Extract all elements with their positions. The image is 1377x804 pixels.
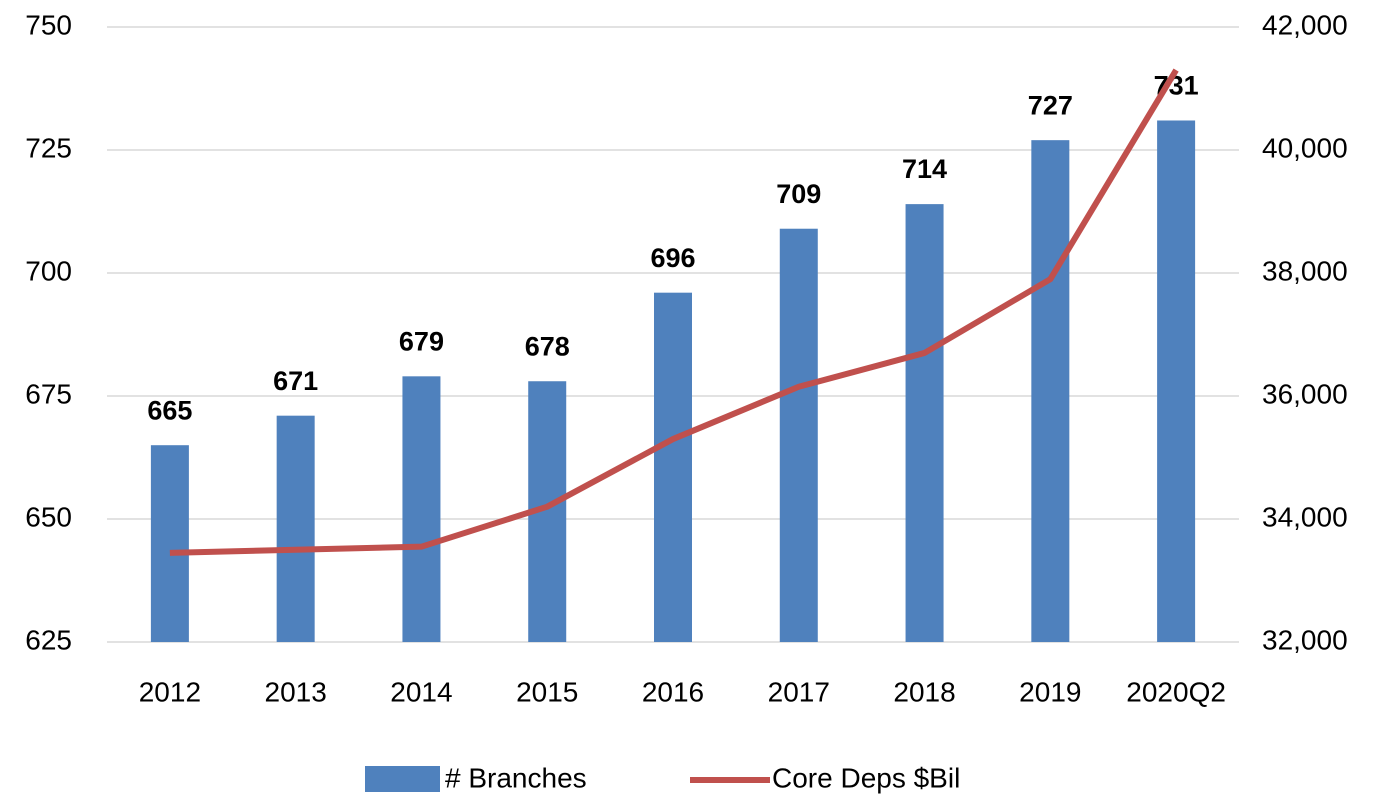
data-label: 714 — [902, 154, 947, 184]
bar — [402, 376, 441, 642]
x-tick-label: 2020Q2 — [1126, 676, 1226, 707]
y-tick-label: 750 — [25, 9, 72, 40]
y-tick-label: 625 — [25, 624, 72, 655]
y2-tick-label: 40,000 — [1262, 132, 1348, 163]
data-label: 709 — [776, 179, 821, 209]
x-tick-label: 2016 — [642, 676, 704, 707]
line — [169, 68, 1179, 556]
data-label: 671 — [273, 366, 318, 396]
legend-swatch — [365, 766, 440, 792]
x-tick-label: 2015 — [516, 676, 578, 707]
y2-tick-label: 42,000 — [1262, 9, 1348, 40]
x-tick-label: 2013 — [265, 676, 327, 707]
x-tick-label: 2014 — [390, 676, 452, 707]
data-label: 696 — [650, 243, 695, 273]
bar — [1031, 140, 1070, 642]
data-label: 679 — [399, 326, 444, 356]
y-tick-label: 650 — [25, 501, 72, 532]
bar — [1157, 120, 1196, 643]
y2-tick-label: 38,000 — [1262, 255, 1348, 286]
bar — [779, 228, 818, 642]
x-tick-label: 2019 — [1019, 676, 1081, 707]
data-label: 665 — [147, 395, 192, 425]
x-tick-label: 2012 — [139, 676, 201, 707]
legend-label: Core Deps $Bil — [772, 762, 960, 793]
y2-tick-label: 36,000 — [1262, 378, 1348, 409]
x-tick-label: 2017 — [768, 676, 830, 707]
data-label: 678 — [525, 331, 570, 361]
bar — [276, 415, 315, 642]
bar — [905, 204, 944, 642]
x-tick-label: 2018 — [893, 676, 955, 707]
legend-label: # Branches — [445, 762, 587, 793]
y2-tick-label: 32,000 — [1262, 624, 1348, 655]
y2-tick-label: 34,000 — [1262, 501, 1348, 532]
data-label: 727 — [1028, 90, 1073, 120]
y-tick-label: 675 — [25, 378, 72, 409]
bar — [150, 445, 189, 642]
y-tick-label: 700 — [25, 255, 72, 286]
y-tick-label: 725 — [25, 132, 72, 163]
bar — [654, 292, 692, 642]
